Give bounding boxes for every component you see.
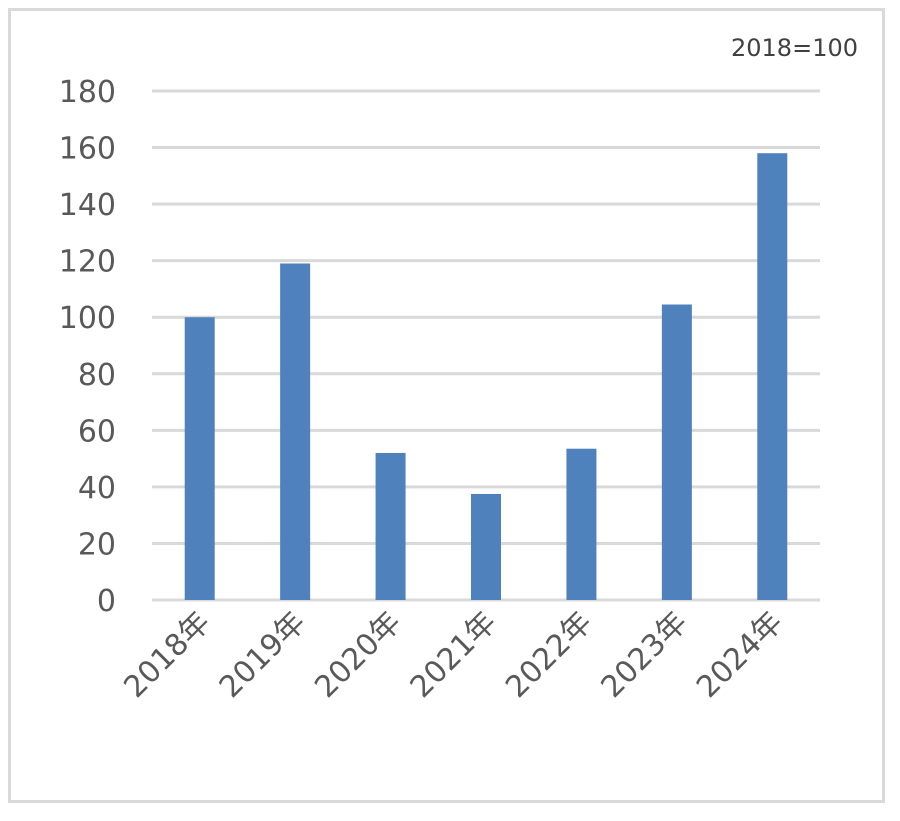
x-tick-label: 2018年 [117, 605, 217, 705]
y-tick-label: 0 [97, 584, 116, 619]
bar-2021年 [471, 493, 501, 600]
bar-2024年 [757, 153, 788, 600]
base-year-note: 2018=100 [731, 34, 858, 62]
bar-2020年 [375, 452, 406, 600]
y-tick-label: 140 [59, 188, 116, 223]
y-tick-label: 60 [78, 414, 116, 449]
y-tick-label: 160 [59, 132, 116, 167]
x-tick-label: 2020年 [308, 605, 408, 705]
x-tick-label: 2024年 [690, 605, 790, 705]
y-tick-label: 100 [59, 301, 116, 336]
bar-2023年 [661, 304, 692, 600]
x-tick-label: 2023年 [595, 605, 695, 705]
y-tick-label: 40 [78, 471, 116, 506]
y-axis-tick-labels: 0 20 40 60 80 100 120 140 160 180 [59, 75, 116, 619]
x-tick-label: 2019年 [213, 605, 313, 705]
chart-frame [8, 8, 885, 803]
x-tick-label: 2021年 [404, 605, 504, 705]
bar-2019年 [280, 263, 311, 600]
bar-2018年 [184, 317, 215, 600]
bars [184, 153, 788, 600]
bar-2022年 [566, 448, 597, 600]
y-tick-label: 120 [59, 245, 116, 280]
grid-lines [152, 89, 820, 602]
y-tick-label: 80 [78, 358, 116, 393]
y-tick-label: 180 [59, 75, 116, 110]
y-tick-label: 20 [78, 527, 116, 562]
x-tick-label: 2022年 [499, 605, 599, 705]
